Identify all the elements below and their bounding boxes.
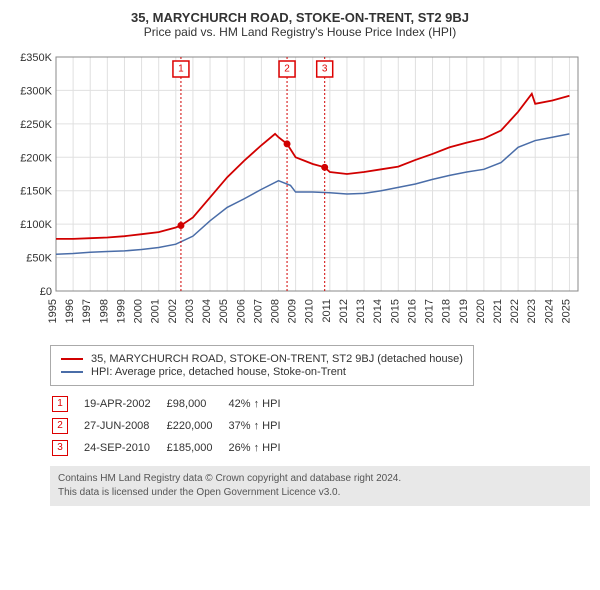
svg-text:£350K: £350K [20,52,52,64]
svg-text:2011: 2011 [321,299,333,323]
svg-text:£0: £0 [40,286,52,298]
legend-item: HPI: Average price, detached house, Stok… [61,366,463,378]
svg-text:2021: 2021 [492,299,504,323]
svg-text:2016: 2016 [406,299,418,323]
svg-text:2: 2 [284,64,290,75]
svg-text:2017: 2017 [424,299,436,323]
svg-text:£300K: £300K [20,85,52,97]
sale-price: £220,000 [167,416,227,436]
svg-text:2012: 2012 [338,299,350,323]
table-row: 3 24-SEP-2010£185,00026% ↑ HPI [52,438,295,458]
attribution-line: This data is licensed under the Open Gov… [58,486,582,500]
svg-text:2022: 2022 [509,299,521,323]
legend-item: 35, MARYCHURCH ROAD, STOKE-ON-TRENT, ST2… [61,353,463,365]
svg-text:2018: 2018 [441,299,453,323]
svg-text:3: 3 [322,64,328,75]
sale-marker-cell: 3 [52,438,82,458]
sale-hpi-delta: 26% ↑ HPI [229,438,295,458]
sale-hpi-delta: 42% ↑ HPI [229,394,295,414]
legend-label: 35, MARYCHURCH ROAD, STOKE-ON-TRENT, ST2… [91,353,463,365]
svg-text:2000: 2000 [133,299,145,323]
svg-text:2002: 2002 [167,299,179,323]
svg-text:1996: 1996 [64,299,76,323]
legend: 35, MARYCHURCH ROAD, STOKE-ON-TRENT, ST2… [50,345,474,386]
svg-text:£250K: £250K [20,119,52,131]
svg-text:£100K: £100K [20,219,52,231]
svg-text:2009: 2009 [287,299,299,323]
chart-svg: £0 £50K £100K £150K £200K £250K £300K £350K 1995… [10,47,590,337]
svg-text:2008: 2008 [269,299,281,323]
svg-text:2010: 2010 [304,299,316,323]
sale-price: £185,000 [167,438,227,458]
svg-text:2025: 2025 [560,299,572,323]
sale-date: 24-SEP-2010 [84,438,165,458]
chart-title: 35, MARYCHURCH ROAD, STOKE-ON-TRENT, ST2… [10,10,590,25]
svg-text:1: 1 [178,64,184,75]
chart-subtitle: Price paid vs. HM Land Registry's House … [10,25,590,39]
sale-marker-cell: 2 [52,416,82,436]
svg-text:2019: 2019 [458,299,470,323]
svg-text:2013: 2013 [355,299,367,323]
sale-marker-icon: 3 [52,440,68,456]
svg-text:2003: 2003 [184,299,196,323]
svg-text:2015: 2015 [389,299,401,323]
legend-swatch [61,371,83,373]
sale-marker-icon: 1 [52,396,68,412]
svg-text:2006: 2006 [235,299,247,323]
svg-text:£50K: £50K [26,253,52,265]
legend-swatch [61,358,83,360]
attribution-line: Contains HM Land Registry data © Crown c… [58,472,582,486]
attribution: Contains HM Land Registry data © Crown c… [50,466,590,506]
svg-text:2001: 2001 [150,299,162,323]
svg-text:2007: 2007 [252,299,264,323]
svg-text:2024: 2024 [543,299,555,323]
svg-text:1995: 1995 [47,299,59,323]
svg-text:1998: 1998 [98,299,110,323]
sales-table: 1 19-APR-2002£98,00042% ↑ HPI 2 27-JUN-2008… [50,392,297,460]
table-row: 1 19-APR-2002£98,00042% ↑ HPI [52,394,295,414]
sale-date: 19-APR-2002 [84,394,165,414]
sale-marker-icon: 2 [52,418,68,434]
svg-text:1999: 1999 [115,299,127,323]
svg-text:1997: 1997 [81,299,93,323]
sale-price: £98,000 [167,394,227,414]
chart-area: £0 £50K £100K £150K £200K £250K £300K £350K 1995… [10,47,590,337]
svg-text:£150K: £150K [20,186,52,198]
svg-text:2020: 2020 [475,299,487,323]
legend-label: HPI: Average price, detached house, Stok… [91,366,346,378]
table-row: 2 27-JUN-2008£220,00037% ↑ HPI [52,416,295,436]
svg-text:2014: 2014 [372,299,384,323]
svg-text:2023: 2023 [526,299,538,323]
svg-text:2004: 2004 [201,299,213,323]
sale-hpi-delta: 37% ↑ HPI [229,416,295,436]
svg-text:£200K: £200K [20,152,52,164]
sale-date: 27-JUN-2008 [84,416,165,436]
sale-marker-cell: 1 [52,394,82,414]
svg-text:2005: 2005 [218,299,230,323]
